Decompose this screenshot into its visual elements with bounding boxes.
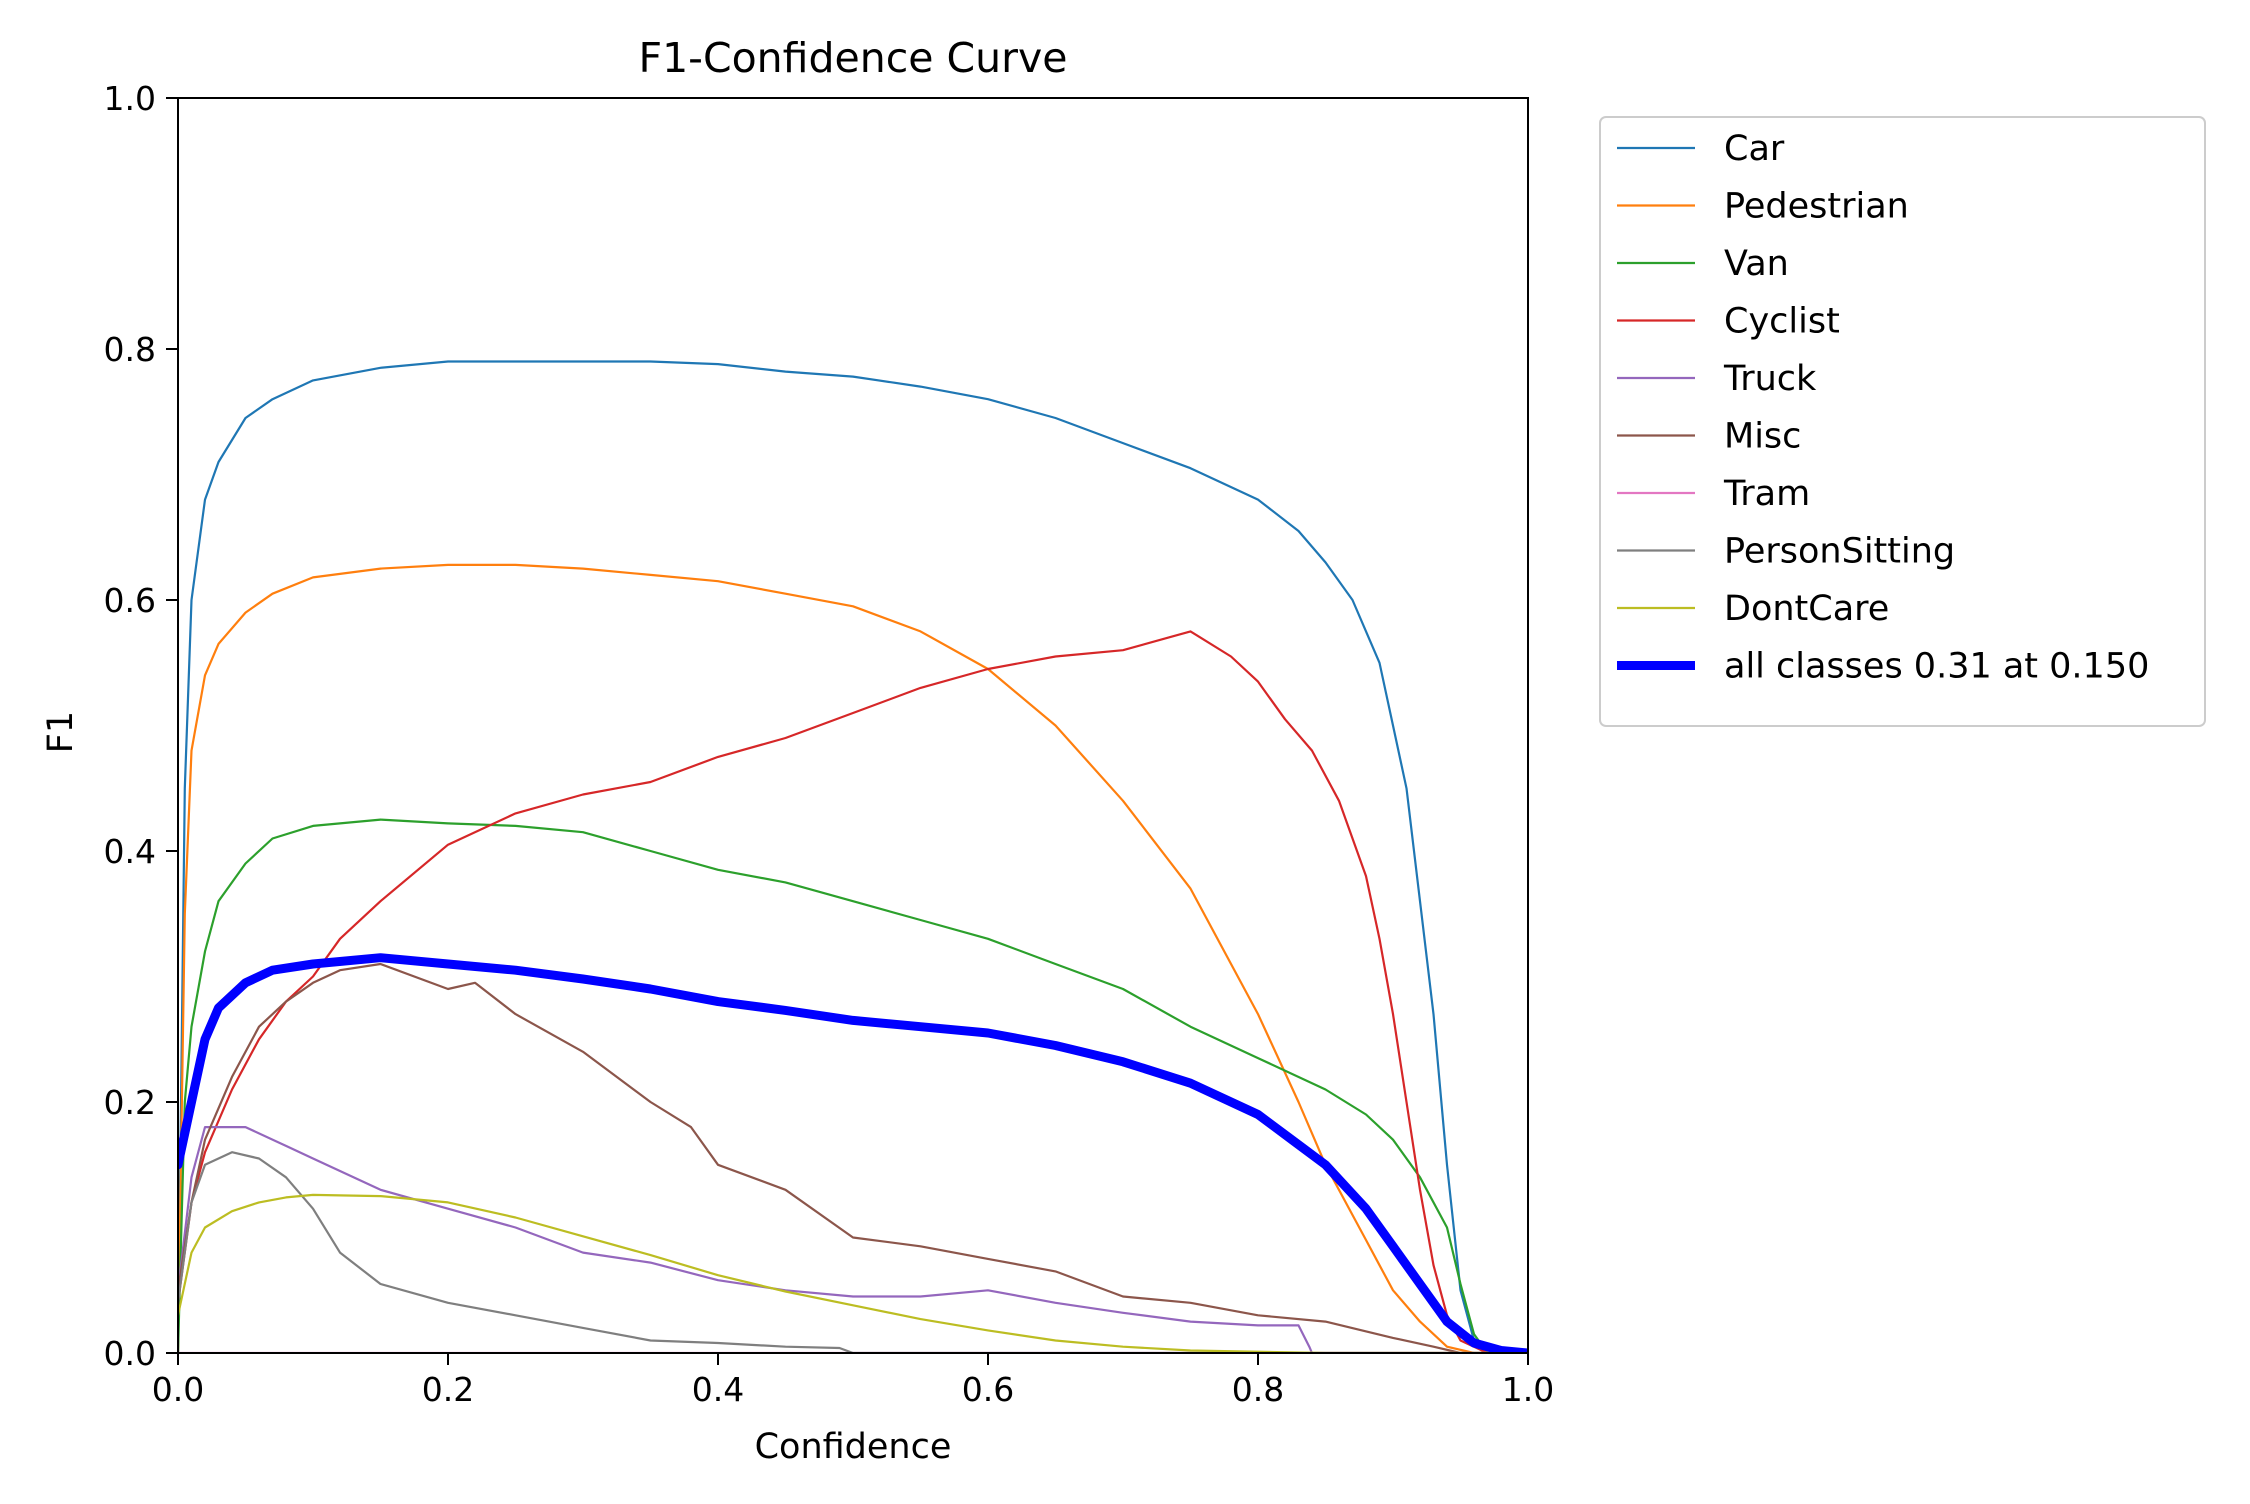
x-tick-label: 0.6 <box>962 1370 1014 1409</box>
legend-label: Cyclist <box>1724 302 1840 342</box>
x-tick-label: 1.0 <box>1502 1370 1554 1409</box>
series-line-3 <box>178 630 1528 1353</box>
chart-title: F1-Confidence Curve <box>639 34 1068 82</box>
x-tick-label: 0.4 <box>692 1370 744 1409</box>
plot-frame <box>177 97 1529 1354</box>
legend-label: Truck <box>1723 359 1817 399</box>
x-tick-label: 0.8 <box>1232 1370 1284 1409</box>
series-line-1 <box>178 563 1528 1353</box>
legend-label: PersonSitting <box>1724 532 1955 572</box>
series-line-9 <box>178 953 1528 1353</box>
legend-label: Pedestrian <box>1724 187 1909 227</box>
series-line-5 <box>178 962 1528 1353</box>
plot-area <box>178 360 1528 1353</box>
x-tick-label: 0.2 <box>422 1370 474 1409</box>
legend-label: DontCare <box>1724 589 1889 629</box>
y-tick-label: 0.8 <box>104 330 156 369</box>
y-tick-label: 0.0 <box>104 1334 156 1373</box>
x-axis-label: Confidence <box>755 1427 952 1467</box>
series-line-8 <box>178 1193 1528 1353</box>
y-tick-label: 0.2 <box>104 1083 156 1122</box>
x-tick-label: 0.0 <box>152 1370 204 1409</box>
series-line-7 <box>178 1151 1528 1353</box>
legend-label: Misc <box>1724 417 1801 457</box>
legend-label: Van <box>1724 244 1789 284</box>
series-line-4 <box>178 1126 1528 1353</box>
legend-label: Tram <box>1723 474 1810 514</box>
legend-frame <box>1599 116 2206 727</box>
series-line-2 <box>178 818 1528 1353</box>
axes: 0.0 0.2 0.4 0.6 0.8 1.0 0.0 0.2 0.4 0.6 0.8 1.0 <box>104 79 1555 1409</box>
legend: Car Pedestrian Van Cyclist Truck Misc Tram Pers… <box>1599 116 2206 727</box>
legend-label: Car <box>1724 129 1785 169</box>
y-axis-label: F1 <box>41 711 81 753</box>
legend-label: all classes 0.31 at 0.150 <box>1724 647 2149 687</box>
y-tick-label: 0.6 <box>104 581 156 620</box>
series-line-0 <box>178 360 1528 1353</box>
y-tick-label: 0.4 <box>104 832 156 871</box>
y-tick-label: 1.0 <box>104 79 156 118</box>
